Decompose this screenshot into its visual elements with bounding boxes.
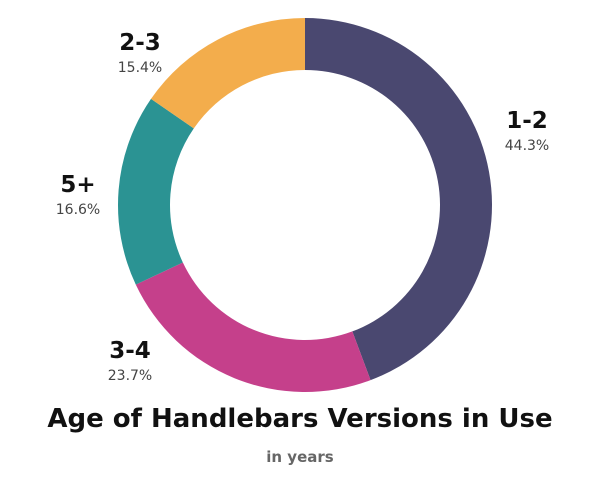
slice-value-2-3: 15.4%	[118, 60, 162, 76]
slice-value-1-2: 44.3%	[505, 138, 549, 154]
slices-group	[118, 18, 493, 392]
slice-1-2	[305, 18, 493, 381]
slice-label-1-2: 1-2	[506, 108, 548, 134]
slice-value-5+: 16.6%	[56, 202, 100, 218]
slice-3-4	[135, 262, 371, 392]
slice-2-3	[150, 18, 305, 129]
labels-group: 1-2 44.3% 3-4 23.7% 5+ 16.6% 2-3 15.4%	[56, 30, 549, 384]
slice-label-2-3: 2-3	[119, 30, 161, 56]
slice-value-3-4: 23.7%	[108, 368, 152, 384]
slice-5+	[118, 98, 194, 285]
chart-title: Age of Handlebars Versions in Use	[47, 404, 553, 434]
slice-label-5+: 5+	[60, 172, 95, 198]
slice-label-3-4: 3-4	[109, 338, 151, 364]
chart-subtitle: in years	[266, 448, 334, 466]
